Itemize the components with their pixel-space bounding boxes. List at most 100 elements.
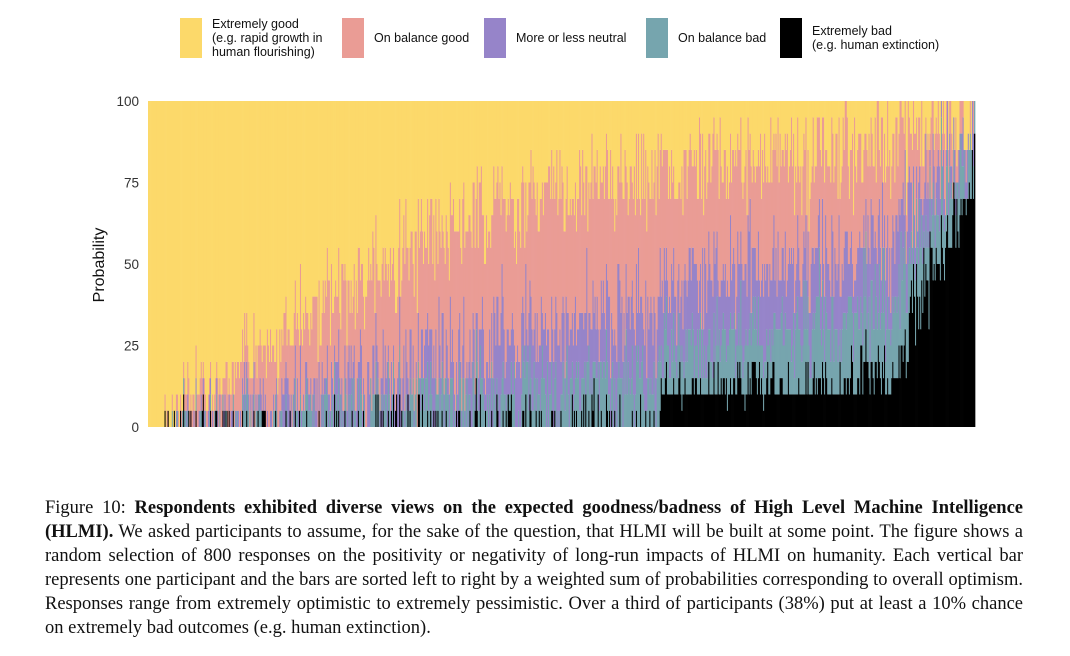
bar-segment-on-balance-bad <box>735 378 737 395</box>
bar-segment-more-or-less-neutral <box>879 247 882 330</box>
bar-segment-on-balance-good <box>876 101 879 264</box>
bar-segment-extremely-good <box>868 101 870 134</box>
bar-segment-on-balance-good <box>529 182 531 281</box>
bar-segment-on-balance-good <box>545 182 548 346</box>
bar-segment-extremely-bad <box>822 361 824 427</box>
bar-segment-on-balance-bad <box>713 312 715 362</box>
bar-segment-on-balance-bad <box>672 361 674 395</box>
bar-segment-more-or-less-neutral <box>931 198 933 216</box>
bar-segment-on-balance-bad <box>445 378 448 411</box>
bar-segment-on-balance-bad <box>756 345 759 395</box>
bar-segment-extremely-good <box>351 101 354 313</box>
bar-segment-extremely-good <box>838 101 840 118</box>
bar-segment-extremely-bad <box>496 394 498 427</box>
bar-segment-on-balance-good <box>804 149 806 248</box>
bar-segment-on-balance-bad <box>674 345 676 395</box>
bar-segment-on-balance-good <box>538 231 541 346</box>
bar-segment-on-balance-good <box>512 198 515 330</box>
bar-segment-on-balance-bad <box>274 410 276 427</box>
bar-segment-on-balance-good <box>319 345 321 427</box>
bar-segment-on-balance-good <box>698 117 701 281</box>
bar-segment-on-balance-bad <box>848 296 851 395</box>
bar-segment-more-or-less-neutral <box>857 247 859 297</box>
bar-segment-on-balance-bad <box>634 394 637 427</box>
bar-segment-extremely-good <box>915 101 917 134</box>
bar-segment-on-balance-good <box>537 231 540 362</box>
bar-segment-extremely-bad <box>910 280 913 427</box>
bar-segment-on-balance-bad <box>769 329 771 395</box>
bar-segment-on-balance-good <box>283 312 285 395</box>
bar-segment-on-balance-bad <box>768 345 770 395</box>
bar-segment-more-or-less-neutral <box>346 410 348 427</box>
bar-segment-more-or-less-neutral <box>683 280 685 379</box>
bar-segment-on-balance-bad <box>629 394 632 427</box>
bar-segment-on-balance-good <box>833 182 835 297</box>
bar-segment-on-balance-good <box>532 166 534 346</box>
bar-segment-more-or-less-neutral <box>388 378 391 395</box>
bar-segment-extremely-good <box>291 101 294 346</box>
bar-segment-extremely-good <box>752 101 755 150</box>
bar-segment-extremely-good <box>469 101 471 216</box>
bar-segment-extremely-good <box>528 101 530 183</box>
bar-segment-more-or-less-neutral <box>622 361 624 427</box>
bar-segment-extremely-good <box>184 101 186 379</box>
bar-segment-extremely-good <box>871 101 874 134</box>
bar-segment-extremely-good <box>167 101 170 411</box>
bar-segment-on-balance-bad <box>564 410 566 427</box>
bar-segment-more-or-less-neutral <box>626 312 629 395</box>
bar-segment-extremely-good <box>514 101 517 232</box>
bar-segment-on-balance-good <box>904 101 907 150</box>
bar-segment-more-or-less-neutral <box>296 378 299 411</box>
bar-segment-extremely-good <box>453 101 456 232</box>
bar-segment-on-balance-bad <box>909 264 912 297</box>
bar-segment-extremely-good <box>600 101 603 183</box>
bar-segment-extremely-good <box>601 101 604 183</box>
bar-segment-more-or-less-neutral <box>824 296 826 362</box>
bar-segment-more-or-less-neutral <box>320 394 323 427</box>
bar-segment-more-or-less-neutral <box>480 329 483 379</box>
bar-segment-on-balance-good <box>919 117 921 167</box>
bar-segment-extremely-good <box>234 101 237 362</box>
bar-segment-on-balance-bad <box>726 345 729 411</box>
bar-segment-on-balance-bad <box>897 296 899 379</box>
bar-segment-on-balance-good <box>500 215 502 313</box>
bar-segment-extremely-good <box>401 101 403 281</box>
bar-segment-extremely-bad <box>722 378 725 427</box>
bar-segment-on-balance-good <box>848 198 851 264</box>
bar-segment-extremely-good <box>803 101 805 134</box>
bar-segment-extremely-good <box>655 101 657 216</box>
bar-segment-extremely-good <box>928 101 930 150</box>
bar-segment-on-balance-good <box>460 247 462 362</box>
bar-segment-extremely-bad <box>758 361 761 427</box>
bar-segment-on-balance-good <box>581 215 583 313</box>
bar-segment-more-or-less-neutral <box>733 247 735 330</box>
bar-segment-extremely-good <box>455 101 457 232</box>
bar-segment-on-balance-bad <box>621 378 623 427</box>
bar-segment-more-or-less-neutral <box>753 247 756 330</box>
bar-segment-on-balance-good <box>590 182 592 330</box>
bar-segment-extremely-good <box>963 101 966 150</box>
bar-segment-more-or-less-neutral <box>639 312 641 379</box>
bar-segment-extremely-bad <box>509 410 512 427</box>
bar-segment-extremely-good <box>371 101 373 281</box>
bar-segment-extremely-good <box>735 101 737 150</box>
bar-segment-extremely-bad <box>232 410 235 427</box>
bar-segment-extremely-bad <box>683 394 685 427</box>
bar-segment-more-or-less-neutral <box>820 296 823 346</box>
bar-segment-on-balance-good <box>972 101 975 134</box>
bar-segment-on-balance-bad <box>590 378 592 427</box>
bar-segment-extremely-good <box>819 101 822 150</box>
bar-segment-on-balance-good <box>265 378 268 427</box>
bar-segment-more-or-less-neutral <box>718 296 721 330</box>
bar-segment-more-or-less-neutral <box>692 247 695 330</box>
bar-segment-extremely-bad <box>535 410 538 427</box>
bar-segment-extremely-good <box>391 101 394 264</box>
bar-segment-more-or-less-neutral <box>911 247 914 264</box>
bar-segment-on-balance-good <box>375 215 377 313</box>
bar-segment-extremely-good <box>315 101 317 297</box>
bar-segment-extremely-good <box>889 101 891 150</box>
bar-segment-extremely-bad <box>824 394 826 427</box>
bar-segment-on-balance-bad <box>678 312 680 379</box>
bar-segment-on-balance-bad <box>764 361 766 395</box>
bar-segment-on-balance-good <box>373 247 375 346</box>
